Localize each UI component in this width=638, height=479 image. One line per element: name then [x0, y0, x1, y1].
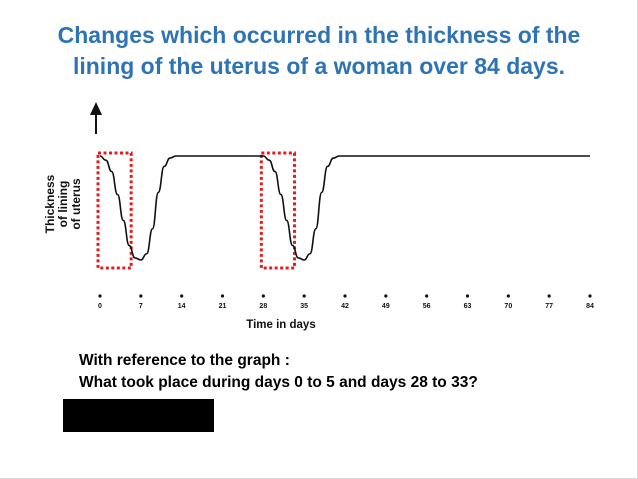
question-block: With reference to the graph : What took … — [79, 350, 478, 394]
slide-title: Changes which occurred in the thickness … — [0, 20, 638, 82]
y-axis-label: Thickness of lining of uterus — [43, 174, 83, 233]
x-axis-tick-label: 84 — [586, 303, 594, 310]
x-axis-tick-mark — [261, 294, 265, 298]
x-axis-tick-label: 35 — [300, 303, 308, 310]
x-axis-tick-mark — [506, 294, 510, 298]
x-axis-tick-label: 70 — [504, 303, 512, 310]
highlight-box — [259, 151, 297, 270]
x-axis-tick-label: 21 — [219, 303, 227, 310]
x-axis-tick-label: 0 — [98, 303, 102, 310]
y-axis — [90, 102, 102, 134]
y-axis-arrow — [90, 102, 102, 115]
x-axis-tick-label: 49 — [382, 303, 390, 310]
lining-thickness-line — [99, 155, 590, 261]
y-axis-label-line: Thickness — [43, 174, 57, 233]
x-axis-tick-label: 56 — [423, 303, 431, 310]
x-axis-tick-label: 28 — [259, 303, 267, 310]
x-axis-tick-mark — [343, 294, 347, 298]
y-axis-label-line: of lining — [56, 181, 70, 228]
redaction-block — [63, 399, 214, 432]
x-axis-tick-mark — [180, 294, 184, 298]
x-axis-tick-label: 7 — [139, 303, 143, 310]
data-series — [99, 155, 590, 261]
question-line-1: With reference to the graph : — [79, 352, 290, 369]
x-axis-tick-mark — [220, 294, 225, 298]
title-line-1: Changes which occurred in the thickness … — [57, 22, 581, 48]
question-line-2: What took place during days 0 to 5 and d… — [79, 374, 478, 391]
x-axis-tick-mark — [98, 294, 102, 298]
x-axis-label: Time in days — [246, 319, 315, 331]
x-axis-tick-mark — [588, 294, 592, 298]
x-axis-tick-mark — [547, 294, 551, 298]
highlight-boxes — [96, 151, 297, 270]
x-axis-tick-mark — [465, 294, 470, 298]
x-axis-ticks: 0 7 14 21 28 35 42 49 56 63 70 77 84 — [98, 294, 594, 310]
title-line-2: lining of the uterus of a woman over 84 … — [72, 53, 566, 79]
x-axis-tick-mark — [384, 294, 388, 298]
x-axis-tick-label: 63 — [464, 303, 472, 310]
x-axis-tick-mark — [425, 294, 429, 298]
x-axis-tick-label: 14 — [178, 303, 186, 310]
highlight-box — [96, 151, 133, 270]
y-axis-label-line: of uterus — [69, 178, 83, 230]
x-axis-tick-label: 77 — [545, 303, 553, 310]
x-axis-tick-mark — [139, 294, 143, 298]
x-axis-tick-mark — [302, 294, 306, 298]
x-axis-tick-label: 42 — [341, 303, 349, 310]
